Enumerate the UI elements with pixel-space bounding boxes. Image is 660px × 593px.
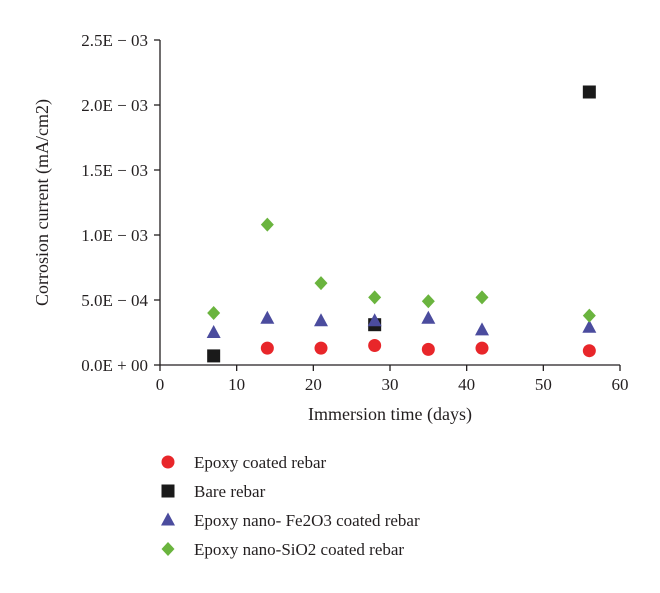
data-point (421, 294, 435, 309)
x-tick-label: 60 (612, 375, 629, 394)
data-point (475, 290, 489, 305)
legend-marker (161, 512, 175, 526)
x-tick-label: 20 (305, 375, 322, 394)
data-point (582, 308, 596, 323)
data-point (207, 306, 221, 320)
data-point (260, 341, 274, 355)
legend-marker (161, 542, 175, 556)
y-tick-label: 2.5E − 03 (81, 31, 148, 50)
data-point (207, 349, 221, 363)
x-tick-label: 40 (458, 375, 475, 394)
x-tick-label: 30 (382, 375, 399, 394)
legend-marker (161, 455, 175, 469)
data-point (421, 342, 435, 356)
x-tick-label: 0 (156, 375, 165, 394)
x-tick-label: 50 (535, 375, 552, 394)
data-point (206, 325, 221, 338)
y-tick-label: 1.5E − 03 (81, 161, 148, 180)
legend-item: Epoxy nano-SiO2 coated rebar (161, 540, 404, 559)
y-tick-label: 2.0E − 03 (81, 96, 148, 115)
data-point (314, 313, 328, 327)
series-2 (206, 310, 597, 338)
data-point (421, 310, 436, 324)
legend-label: Bare rebar (194, 482, 266, 501)
plot-area (206, 85, 597, 363)
y-axis-title: Corrosion current (mA/cm2) (32, 99, 53, 306)
axes: 0.0E + 00 5.0E − 04 1.0E − 03 1.5E − 03 2.0E… (81, 31, 628, 394)
legend-item: Epoxy nano- Fe2O3 coated rebar (161, 511, 420, 530)
data-point (582, 319, 597, 333)
data-point (582, 85, 596, 99)
legend-label: Epoxy coated rebar (194, 453, 326, 472)
data-point (260, 310, 275, 324)
legend-label: Epoxy nano- Fe2O3 coated rebar (194, 511, 420, 530)
data-point (367, 313, 382, 327)
legend-item: Epoxy coated rebar (161, 453, 326, 472)
data-point (314, 341, 328, 355)
series-3 (207, 217, 596, 323)
data-point (582, 344, 596, 358)
data-point (368, 339, 382, 352)
legend: Epoxy coated rebar Bare rebar Epoxy nano- … (161, 453, 420, 559)
data-point (314, 276, 328, 291)
legend-marker (161, 484, 175, 498)
legend-label: Epoxy nano-SiO2 coated rebar (194, 540, 404, 559)
series-0 (260, 339, 596, 358)
x-tick-label: 10 (228, 375, 245, 394)
data-point (368, 290, 382, 305)
data-point (260, 217, 274, 232)
y-tick-label: 0.0E + 00 (81, 356, 148, 375)
legend-item: Bare rebar (161, 482, 266, 501)
data-point (475, 322, 489, 336)
data-point (475, 341, 489, 355)
x-axis-title: Immersion time (days) (308, 404, 472, 425)
y-tick-label: 1.0E − 03 (81, 226, 148, 245)
y-tick-label: 5.0E − 04 (81, 291, 148, 310)
